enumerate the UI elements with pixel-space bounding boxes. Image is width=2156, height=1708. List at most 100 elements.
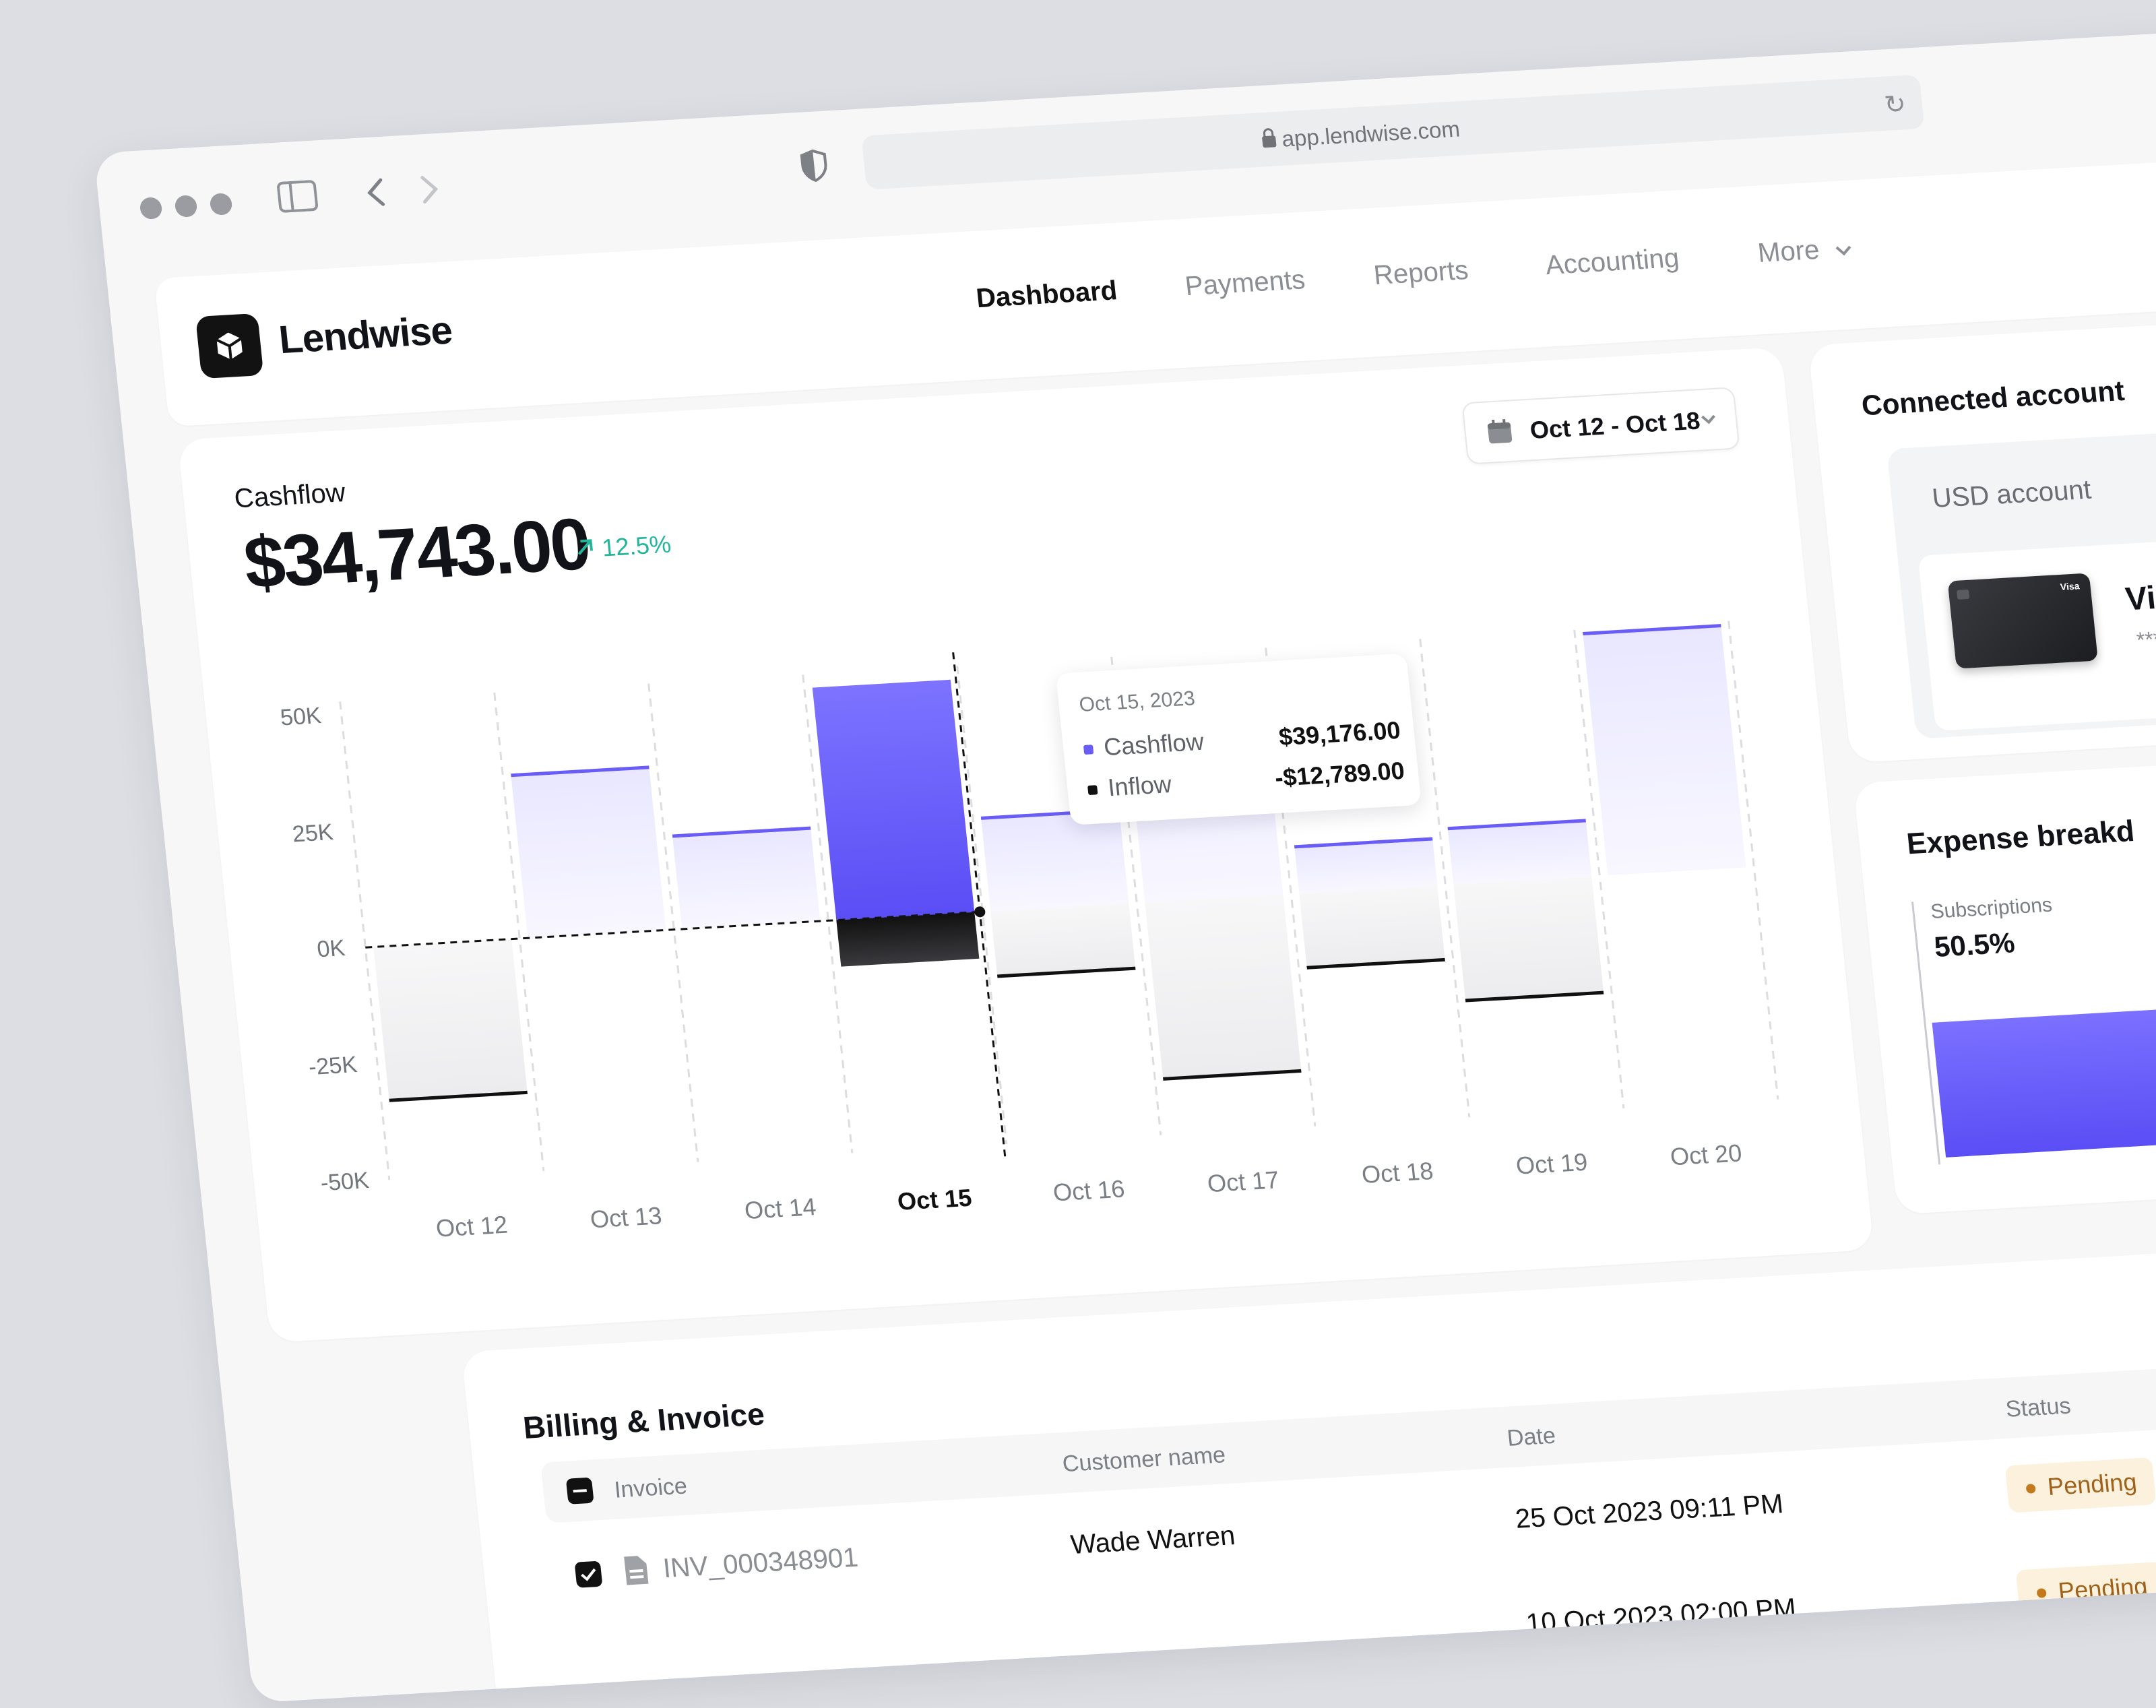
inflow-bar[interactable] <box>990 903 1136 976</box>
cashflow-bar[interactable] <box>1447 820 1592 885</box>
table-header-row <box>540 1353 2156 1523</box>
card-logo-text: Visa <box>2060 580 2081 593</box>
card-brand: Visa <box>2124 577 2156 618</box>
tooltip-cashflow-label: Cashflow <box>1102 727 1205 761</box>
tooltip-inflow-value: -$12,789.00 <box>1273 756 1406 792</box>
inflow-bar-cap <box>996 966 1136 978</box>
row-checkbox[interactable] <box>574 1560 603 1588</box>
cashflow-bar-cap <box>1447 819 1587 831</box>
subscriptions-bar[interactable] <box>1932 994 2156 1158</box>
cashflow-card: Cashflow $34,743.00 12.5% Oct 12 - Oct 1… <box>177 346 1874 1343</box>
cashflow-bar[interactable] <box>981 810 1129 912</box>
chart-bars <box>373 624 1746 1102</box>
cashflow-bar-cap <box>511 765 649 778</box>
inflow-bar[interactable] <box>1453 876 1604 1001</box>
nav-more[interactable]: More <box>1756 233 1854 269</box>
inflow-bar[interactable] <box>1145 894 1302 1079</box>
cashflow-bar-cap <box>672 826 811 838</box>
select-all-checkbox[interactable] <box>565 1477 594 1505</box>
chevron-down-icon <box>1835 245 1851 256</box>
card-chip-icon <box>1957 589 1970 600</box>
maximize-window-dot[interactable] <box>209 193 233 216</box>
lendwise-logo-icon[interactable] <box>195 313 264 379</box>
card-row[interactable]: Visa Visa **** <box>1917 528 2156 731</box>
inflow-bar[interactable] <box>373 939 528 1101</box>
expense-breakdown-card: Expense breakd Subscriptions 50.5% <box>1853 752 2156 1215</box>
billing-invoice-card: Billing & Invoice Invoice Customer name … <box>461 1238 2156 1703</box>
cashflow-bar[interactable] <box>1294 838 1438 893</box>
arrow-up-right-icon <box>577 539 593 555</box>
nav-payments[interactable]: Payments <box>1183 264 1307 302</box>
browser-window: app.lendwise.com ↻ Lendwise Dashboard Pa… <box>94 29 2156 1703</box>
connected-account-title: Connected account <box>1860 374 2126 422</box>
inflow-bar[interactable] <box>1299 885 1445 968</box>
usd-account-label: USD account <box>1930 474 2093 514</box>
nav-accounting[interactable]: Accounting <box>1544 243 1681 281</box>
address-bar[interactable]: app.lendwise.com ↻ <box>861 74 1925 190</box>
tooltip-cashflow-value: $39,176.00 <box>1277 716 1402 751</box>
crosshair-point <box>974 906 986 918</box>
cashflow-bar[interactable] <box>511 767 666 939</box>
chart-gridlines <box>339 621 1779 1180</box>
lock-icon <box>1262 128 1277 148</box>
sidebar-toggle-icon[interactable] <box>276 180 319 213</box>
nav-dashboard[interactable]: Dashboard <box>974 276 1119 314</box>
inflow-bar[interactable] <box>836 912 980 967</box>
minus-icon <box>573 1489 587 1493</box>
document-icon <box>624 1556 649 1585</box>
invoice-id: INV_000348901 <box>662 1542 860 1584</box>
reload-icon[interactable]: ↻ <box>1882 90 1907 120</box>
inflow-bar-cap <box>1465 990 1604 1003</box>
close-window-dot[interactable] <box>139 197 163 220</box>
nav-more-label: More <box>1756 234 1821 268</box>
inflow-bar-cap <box>389 1090 528 1102</box>
grid-line <box>1419 639 1471 1118</box>
crosshair-horizontal <box>365 910 980 949</box>
cashflow-legend-dot <box>1083 745 1094 755</box>
url-text: app.lendwise.com <box>1280 116 1461 152</box>
brand-name: Lendwise <box>276 308 454 362</box>
shield-icon[interactable] <box>798 148 830 183</box>
inflow-bar-cap <box>1306 957 1445 970</box>
date-range-picker[interactable]: Oct 12 - Oct 18 <box>1461 387 1740 465</box>
card-masked-number: **** <box>2135 626 2156 652</box>
connected-account-card: Connected account USD account Visa Visa … <box>1808 314 2156 763</box>
nav-reports[interactable]: Reports <box>1372 255 1470 290</box>
expense-category-label: Subscriptions <box>1929 893 2054 923</box>
invoice-date: 10 Oct 2023 02:00 PM <box>1525 1593 1798 1639</box>
cashflow-change: 12.5% <box>574 530 672 564</box>
expense-title: Expense breakd <box>1905 814 2136 861</box>
column-header-date: Date <box>1505 1422 1557 1451</box>
invoice-date: 25 Oct 2023 09:11 PM <box>1514 1488 1785 1534</box>
status-badge: Pending <box>2004 1457 2156 1513</box>
tooltip-inflow-label: Inflow <box>1106 769 1173 802</box>
billing-title: Billing & Invoice <box>521 1396 767 1445</box>
cashflow-bar[interactable] <box>672 828 821 929</box>
back-arrow-icon[interactable] <box>364 177 387 208</box>
forward-arrow-icon[interactable] <box>418 174 441 205</box>
cashflow-bar[interactable] <box>1583 625 1746 876</box>
check-icon <box>581 1568 596 1581</box>
minimize-window-dot[interactable] <box>174 195 198 218</box>
usd-account-panel[interactable]: USD account Visa Visa **** <box>1886 422 2156 739</box>
tooltip-date: Oct 15, 2023 <box>1078 687 1197 716</box>
chart-crosshair <box>365 652 1007 1158</box>
grid-line <box>1727 621 1779 1100</box>
table-row[interactable]: INV_000348901 Wade Warren 25 Oct 2023 09… <box>462 1238 2156 1588</box>
column-header-status: Status <box>2004 1393 2072 1422</box>
cashflow-bar[interactable] <box>812 679 975 920</box>
inflow-bar-cap <box>1163 1069 1302 1081</box>
status-badge: Pending <box>2015 1561 2156 1618</box>
calendar-icon <box>1487 419 1513 444</box>
chart-tooltip: Oct 15, 2023 Cashflow $39,176.00 Inflow … <box>1055 653 1422 825</box>
grid-line <box>647 683 699 1162</box>
grid-line <box>493 692 545 1172</box>
chevron-down-icon <box>1701 414 1715 424</box>
column-header-invoice: Invoice <box>612 1473 689 1503</box>
cashflow-bar-cap <box>1294 837 1433 849</box>
tooltip-row-inflow: Inflow -$12,789.00 <box>1086 756 1406 803</box>
grid-line <box>802 674 854 1153</box>
customer-name: Wade Warren <box>1069 1520 1237 1560</box>
app-header: Lendwise Dashboard Payments Reports Acco… <box>154 157 2156 427</box>
grid-line <box>339 701 391 1180</box>
